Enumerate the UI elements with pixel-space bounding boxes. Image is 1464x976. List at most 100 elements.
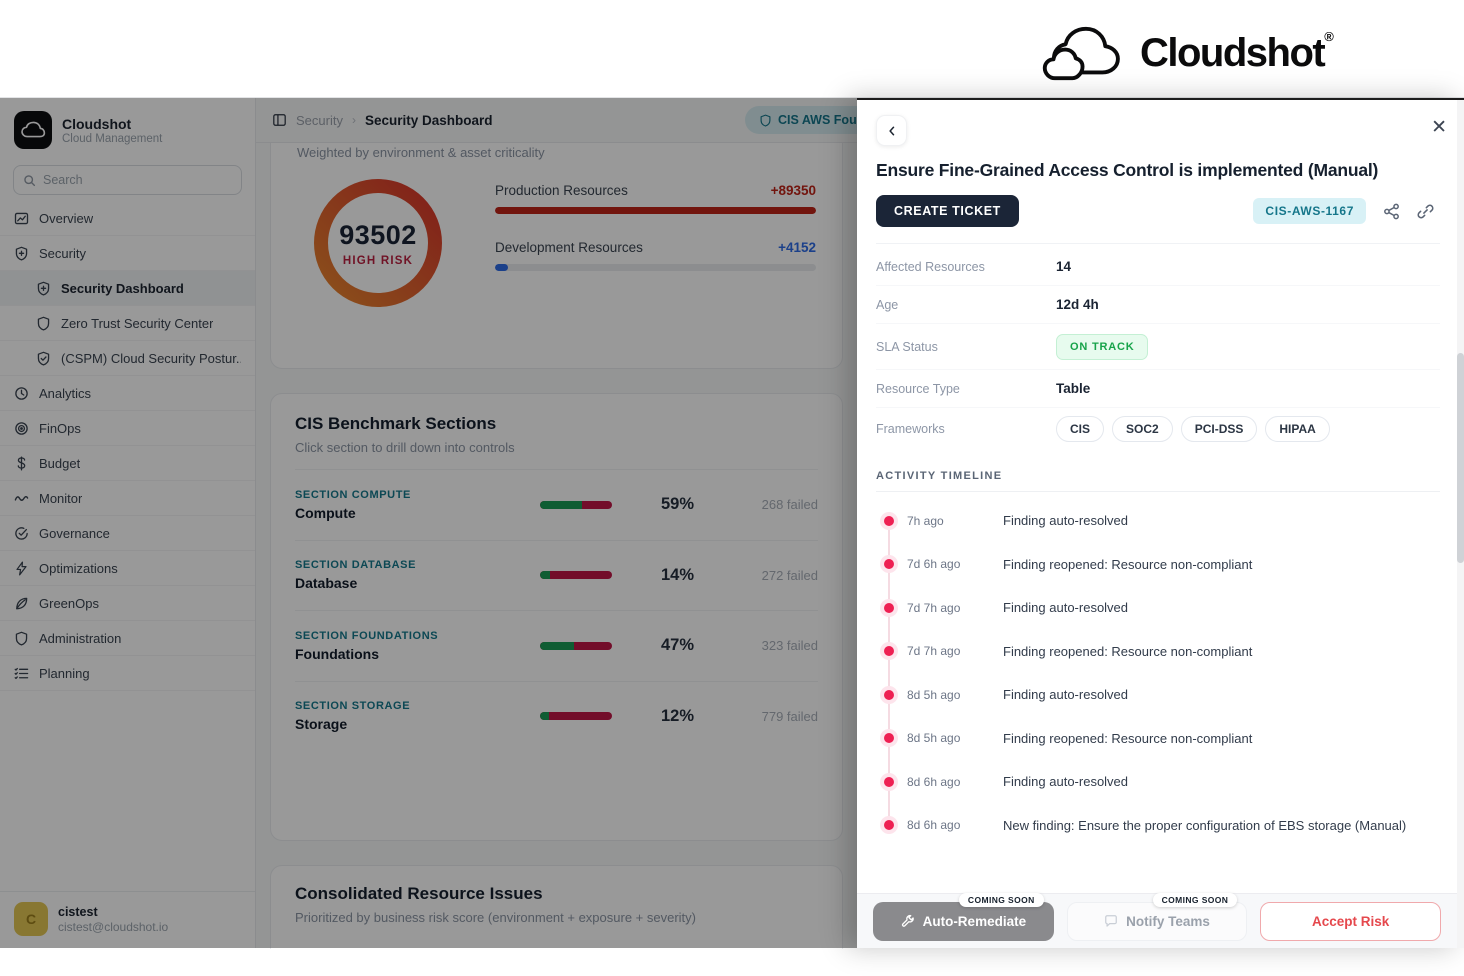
pass-segment: [540, 571, 551, 580]
sidebar-app-name: Cloudshot: [62, 115, 132, 132]
sidebar-item-label: GreenOps: [39, 595, 99, 611]
sidebar-item-analytics[interactable]: Analytics: [0, 376, 255, 411]
scrollbar-thumb[interactable]: [1457, 353, 1464, 563]
risk-level-label: HIGH RISK: [342, 254, 414, 267]
sidebar-item-finops[interactable]: FinOps: [0, 411, 255, 446]
benchmark-section-row[interactable]: SECTION FOUNDATIONS Foundations 47% 323 …: [295, 610, 818, 681]
section-failed-count: 323 failed: [761, 638, 818, 654]
cloudshot-logo: Cloudshot®: [1038, 22, 1334, 84]
notify-teams-button[interactable]: Notify Teams: [1066, 901, 1248, 941]
sidebar-item-label: Security: [39, 245, 86, 261]
coming-soon-badge: COMING SOON: [958, 892, 1044, 907]
activity-timeline: 7h ago Finding auto-resolved 7d 6h ago F…: [876, 499, 1440, 847]
timeline-time: 8d 5h ago: [907, 687, 961, 702]
sidebar-item-budget[interactable]: Budget: [0, 446, 255, 481]
modal-dim-overlay: [0, 98, 857, 948]
breadcrumb-page: Security Dashboard: [364, 112, 493, 128]
timeline-text: Finding reopened: Resource non-compliant: [1003, 643, 1253, 659]
create-ticket-button[interactable]: CREATE TICKET: [876, 195, 1019, 227]
benchmark-section-row[interactable]: SECTION STORAGE Storage 12% 779 failed: [295, 680, 818, 752]
sidebar-item-label: Analytics: [39, 385, 92, 401]
sidebar-item-governance[interactable]: Governance: [0, 516, 255, 551]
sidebar-item-overview[interactable]: Overview: [0, 201, 255, 236]
cloud-logo-mark: [14, 111, 52, 149]
sidebar-item-label: Administration: [39, 630, 122, 646]
finding-detail-drawer: ✕ Ensure Fine-Grained Access Control is …: [857, 98, 1464, 948]
section-percent: 12%: [660, 706, 694, 725]
avatar: C: [14, 902, 48, 936]
resource-bar-row: Production Resources +89350: [495, 183, 816, 214]
framework-tag: PCI-DSS: [1180, 416, 1258, 442]
breadcrumb-section[interactable]: Security: [296, 112, 343, 128]
sidebar-item-label: Overview: [39, 210, 94, 226]
sidebar-item-cspm[interactable]: (CSPM) Cloud Security Postur...: [0, 341, 255, 376]
pass-segment: [540, 712, 549, 721]
scrollbar-track: [1457, 100, 1464, 948]
section-percent: 59%: [660, 495, 694, 514]
timeline-text: Finding auto-resolved: [1003, 687, 1129, 703]
cloud-logo-icon: [1042, 26, 1120, 81]
resource-bar-row: Development Resources +4152: [495, 240, 816, 271]
section-eyebrow: SECTION STORAGE: [295, 700, 411, 713]
field-frameworks: Frameworks CIS SOC2 PCI-DSS HIPAA: [876, 408, 1440, 450]
timeline-item: 8d 6h ago New finding: Ensure the proper…: [876, 804, 1440, 848]
field-resource-type: Resource Type Table: [876, 370, 1440, 408]
wrench-icon: [901, 914, 915, 928]
timeline-item: 8d 6h ago Finding auto-resolved: [876, 760, 1440, 804]
search-input[interactable]: [43, 173, 232, 187]
sidebar-item-label: FinOps: [39, 420, 81, 436]
timeline-item: 7d 7h ago Finding reopened: Resource non…: [876, 630, 1440, 674]
timeline-dot: [884, 602, 894, 613]
main-content: Security › Security Dashboard CIS AWS Fo…: [256, 98, 886, 949]
sidebar-item-security-dashboard[interactable]: Security Dashboard: [0, 271, 255, 306]
sidebar-item-label: Security Dashboard: [61, 280, 184, 296]
cis-benchmark-card: CIS Benchmark Sections Click section to …: [270, 393, 843, 841]
sidebar-item-administration[interactable]: Administration: [0, 621, 255, 656]
risk-card-subtitle: Weighted by environment & asset critical…: [297, 145, 545, 160]
user-profile[interactable]: C cistest cistest@cloudshot.io: [0, 891, 255, 948]
timeline-dot: [884, 559, 894, 570]
user-name: cistest: [58, 904, 98, 919]
sidebar-item-planning[interactable]: Planning: [0, 656, 255, 691]
benchmark-title: CIS Benchmark Sections: [295, 414, 497, 433]
field-age: Age 12d 4h: [876, 286, 1440, 324]
registered-mark: ®: [1324, 29, 1334, 44]
benchmark-section-row[interactable]: SECTION COMPUTE Compute 59% 268 failed: [295, 469, 818, 540]
sidebar-item-label: (CSPM) Cloud Security Postur...: [61, 350, 241, 366]
accept-risk-button[interactable]: Accept Risk: [1260, 901, 1442, 941]
section-failed-count: 779 failed: [761, 708, 818, 724]
sidebar-item-security[interactable]: Security: [0, 236, 255, 271]
framework-tag: CIS: [1056, 416, 1105, 442]
share-icon[interactable]: [1383, 203, 1400, 220]
timeline-item: 7d 7h ago Finding auto-resolved: [876, 586, 1440, 630]
resource-bar-value: +89350: [770, 183, 816, 198]
timeline-dot: [884, 515, 894, 526]
sidebar-item-greenops[interactable]: GreenOps: [0, 586, 255, 621]
timeline-time: 8d 6h ago: [907, 818, 961, 833]
link-icon[interactable]: [1417, 203, 1434, 220]
timeline-text: Finding reopened: Resource non-compliant: [1003, 556, 1253, 572]
sidebar-app-subtitle: Cloud Management: [62, 132, 163, 145]
drawer-footer: COMING SOON Auto-Remediate COMING SOON N…: [857, 892, 1457, 948]
sidebar-item-optimizations[interactable]: Optimizations: [0, 551, 255, 586]
consolidated-issues-card: Consolidated Resource Issues Prioritized…: [270, 865, 843, 949]
field-affected-resources: Affected Resources 14: [876, 248, 1440, 286]
coming-soon-badge: COMING SOON: [1152, 892, 1238, 907]
timeline-text: New finding: Ensure the proper configura…: [1003, 817, 1407, 833]
close-icon[interactable]: ✕: [1431, 117, 1447, 138]
benchmark-section-row[interactable]: SECTION DATABASE Database 14% 272 failed: [295, 539, 818, 611]
sidebar-item-label: Monitor: [39, 490, 83, 506]
timeline-text: Finding auto-resolved: [1003, 513, 1129, 529]
sidebar-item-zero-trust[interactable]: Zero Trust Security Center: [0, 306, 255, 341]
timeline-dot: [884, 733, 894, 744]
sidebar-item-monitor[interactable]: Monitor: [0, 481, 255, 516]
timeline-item: 8d 5h ago Finding reopened: Resource non…: [876, 717, 1440, 761]
dashboard-scroll-area[interactable]: Weighted by environment & asset critical…: [256, 143, 857, 949]
search-box[interactable]: [13, 165, 242, 195]
back-button[interactable]: [876, 115, 907, 146]
auto-remediate-button[interactable]: Auto-Remediate: [873, 901, 1054, 941]
timeline-time: 7h ago: [907, 513, 944, 528]
section-eyebrow: SECTION FOUNDATIONS: [295, 629, 439, 642]
risk-gauge: 93502 HIGH RISK: [313, 178, 443, 308]
timeline-time: 8d 5h ago: [907, 731, 961, 746]
